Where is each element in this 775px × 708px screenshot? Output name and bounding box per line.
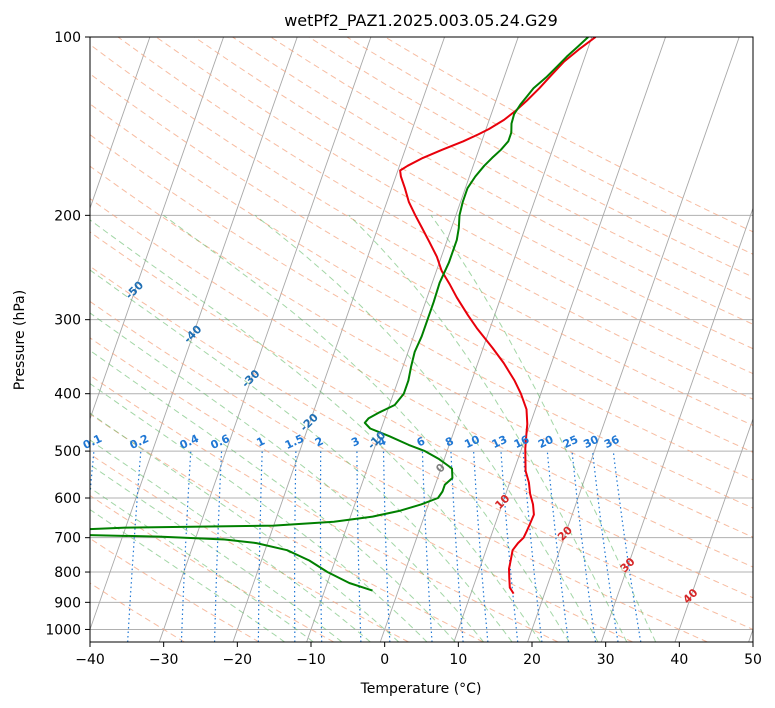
chart-title: wetPf2_PAZ1.2025.003.05.24.G29 <box>284 11 558 31</box>
x-tick-label: 10 <box>449 652 467 668</box>
dry-adiabat-line <box>90 537 260 642</box>
plot-background <box>90 37 753 642</box>
isotherm-line <box>453 37 666 642</box>
isotherm-line <box>674 417 753 642</box>
mixing-ratio-label: 36 <box>602 433 622 451</box>
mixing-ratio-line <box>473 451 489 642</box>
x-tick-label: 50 <box>744 652 762 668</box>
moist-adiabat-line <box>90 312 485 642</box>
x-tick-label: −30 <box>149 652 179 668</box>
moist-adiabat-line <box>90 269 513 642</box>
isotherm-line <box>90 37 298 631</box>
mixing-ratio-line <box>214 451 223 642</box>
y-tick-label: 100 <box>54 30 81 46</box>
moist-adiabat-line <box>90 349 456 642</box>
y-tick-label: 800 <box>54 565 81 581</box>
mixing-ratio-line <box>450 451 464 642</box>
dry-adiabat-line <box>90 300 708 642</box>
y-tick-label: 1000 <box>45 622 81 638</box>
x-tick-label: 30 <box>597 652 615 668</box>
y-tick-label: 900 <box>54 595 81 611</box>
isotherm-line <box>527 37 740 642</box>
temperature-profile-line <box>399 37 597 595</box>
mixing-ratio-label: 10 <box>462 433 482 451</box>
y-tick-label: 600 <box>54 491 81 507</box>
mixing-ratio-line <box>421 451 433 642</box>
y-ticks: 100 200 300 400 500 600 700 800 900 1000 <box>45 30 90 638</box>
dry-adiabat-line <box>90 265 753 630</box>
isotherm-line <box>158 37 372 642</box>
y-tick-label: 200 <box>54 208 81 224</box>
dry-adiabat-line <box>90 337 633 642</box>
x-axis-title: Temperature (°C) <box>360 681 482 697</box>
dry-adiabat-line <box>270 37 753 301</box>
x-tick-label: −20 <box>223 652 253 668</box>
mixing-ratio-line <box>382 451 391 642</box>
x-tick-label: −10 <box>296 652 326 668</box>
x-tick-label: 0 <box>380 652 389 668</box>
isotherm-line <box>0 37 3 642</box>
mixing-ratio-line <box>294 451 297 642</box>
mixing-ratio-label: 20 <box>536 433 556 451</box>
mixing-ratio-line <box>127 451 142 642</box>
dry-adiabat-line <box>90 231 753 599</box>
x-tick-label: 20 <box>523 652 541 668</box>
moist-adiabat-line <box>348 214 628 642</box>
mixing-ratio-label: 25 <box>561 433 580 451</box>
dry-adiabat-line <box>90 134 753 509</box>
moist-adiabat-line <box>90 509 285 642</box>
mixing-ratio-line <box>319 451 323 642</box>
isotherm-line <box>90 37 151 210</box>
moist-adiabat-line <box>90 464 343 642</box>
y-tick-label: 500 <box>54 444 81 460</box>
dry-adiabat-line <box>90 374 559 642</box>
dry-adiabat-line <box>90 494 335 642</box>
mixing-ratio-line <box>522 451 543 642</box>
mixing-ratio-label: 30 <box>581 433 601 451</box>
dry-adiabat-line <box>117 37 753 400</box>
dry-adiabat-line <box>90 198 753 568</box>
mixing-ratio-line <box>500 451 519 642</box>
dry-adiabat-line <box>90 165 753 538</box>
dry-adiabat-line <box>90 582 185 642</box>
mixing-ratio-label: 13 <box>490 433 509 451</box>
isotherm-line <box>90 37 224 421</box>
mixing-ratio-line <box>612 451 642 642</box>
dry-adiabat-line <box>90 413 484 642</box>
moist-adiabat-line <box>254 214 599 642</box>
moist-adiabat-line <box>90 487 314 642</box>
y-axis-title: Pressure (hPa) <box>12 290 28 390</box>
moist-adiabat-line <box>430 215 657 642</box>
mixing-ratio-line <box>257 451 263 642</box>
moist-adiabat-line <box>163 214 570 642</box>
mixing-ratio-line <box>356 451 362 642</box>
background-lines <box>0 37 753 642</box>
x-tick-label: 40 <box>670 652 688 668</box>
y-tick-label: 300 <box>54 313 81 329</box>
moist-adiabat-line <box>90 439 371 642</box>
dry-adiabat-line <box>155 37 753 375</box>
isotherm-line <box>232 37 445 642</box>
moist-adiabat-line <box>90 219 542 642</box>
dry-adiabat-line <box>90 73 753 453</box>
dry-adiabat-line <box>90 103 753 481</box>
mixing-ratio-label: 16 <box>512 433 532 451</box>
y-tick-label: 400 <box>54 387 81 403</box>
plot-frame <box>89 36 754 643</box>
mixing-ratio-line <box>591 451 619 642</box>
x-ticks: −40 −30 −20 −10 0 10 20 30 40 50 <box>75 642 762 668</box>
dewpoint-profile-line <box>90 37 589 592</box>
x-tick-label: −40 <box>75 652 105 668</box>
mixing-ratio-line <box>546 451 569 642</box>
mixing-ratio-line <box>571 451 597 642</box>
y-tick-label: 700 <box>54 531 81 547</box>
isotherm-line <box>600 206 753 642</box>
mixing-ratio-line <box>180 451 192 642</box>
data-lines <box>90 37 597 595</box>
